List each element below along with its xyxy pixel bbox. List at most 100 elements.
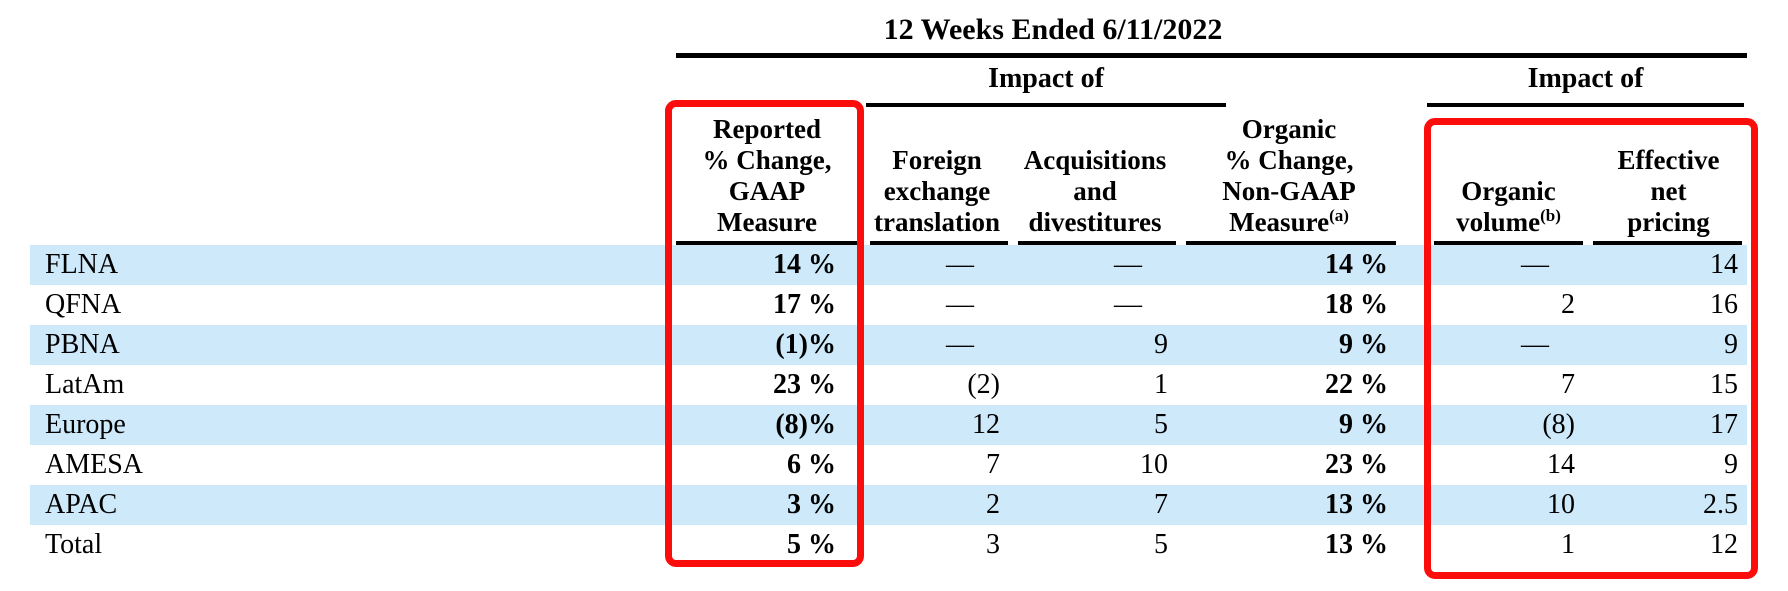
cell-gaap: 17 %	[773, 289, 836, 320]
header-line: Reported	[713, 114, 821, 144]
table-row-latam: LatAm 23 % (2) 1 22 % 7 15	[0, 365, 1788, 405]
cell-acq: 7	[1154, 489, 1168, 520]
table-row-flna: FLNA 14 % — — 14 % — 14	[0, 245, 1788, 285]
row-label: FLNA	[45, 249, 119, 280]
header-line: Measure	[717, 207, 817, 237]
header-line: Effective	[1617, 145, 1720, 175]
cell-volume: —	[1521, 249, 1549, 280]
cell-pricing: 9	[1724, 449, 1738, 480]
cell-volume: 7	[1561, 369, 1575, 400]
cell-organic: 22 %	[1325, 369, 1388, 400]
cell-organic: 9 %	[1339, 409, 1388, 440]
cell-fx: (2)	[967, 369, 1000, 400]
cell-acq: 5	[1154, 409, 1168, 440]
cell-volume: 10	[1547, 489, 1575, 520]
table-row-pbna: PBNA (1)% — 9 9 % — 9	[0, 325, 1788, 365]
table-row-europe: Europe (8)% 12 5 9 % (8) 17	[0, 405, 1788, 445]
group-header-impact-left: Impact of	[988, 63, 1104, 94]
cell-fx: —	[946, 249, 974, 280]
annotation-box-volume-pricing	[1424, 118, 1758, 579]
cell-acq: —	[1114, 249, 1142, 280]
cell-acq: 1	[1154, 369, 1168, 400]
cell-organic: 13 %	[1325, 489, 1388, 520]
cell-organic: 14 %	[1325, 249, 1388, 280]
cell-organic: 9 %	[1339, 329, 1388, 360]
cell-organic: 18 %	[1325, 289, 1388, 320]
cell-pricing: 9	[1724, 329, 1738, 360]
row-label: Total	[45, 529, 103, 560]
header-line: Acquisitions	[1023, 145, 1167, 175]
header-line: divestitures	[1028, 207, 1162, 237]
cell-volume: —	[1521, 329, 1549, 360]
header-line: % Change,	[702, 145, 832, 175]
cell-gaap: (8)%	[775, 409, 836, 440]
header-line: Non-GAAP	[1222, 176, 1356, 206]
cell-pricing: 17	[1710, 409, 1738, 440]
header-line: Foreign	[892, 145, 982, 175]
column-header-foreign-exchange: Foreign exchange translation	[866, 145, 1008, 238]
cell-fx: —	[946, 329, 974, 360]
header-underline	[1434, 241, 1583, 245]
cell-acq: 9	[1154, 329, 1168, 360]
footnote-ref-b: (b)	[1540, 206, 1561, 225]
cell-gaap: (1)%	[775, 329, 836, 360]
cell-volume: 2	[1561, 289, 1575, 320]
header-line: volume	[1456, 207, 1541, 237]
header-line: Measure	[1229, 207, 1330, 237]
row-label: AMESA	[45, 449, 144, 480]
header-underline	[676, 241, 858, 245]
header-line: GAAP	[728, 176, 806, 206]
header-underline	[1018, 241, 1176, 245]
cell-fx: 3	[986, 529, 1000, 560]
period-title-rule	[676, 53, 1747, 58]
table-row-total: Total 5 % 3 5 13 % 1 12	[0, 525, 1788, 565]
annotation-box-reported-gaap	[665, 100, 864, 567]
cell-pricing: 15	[1710, 369, 1738, 400]
cell-pricing: 14	[1710, 249, 1738, 280]
cell-pricing: 16	[1710, 289, 1738, 320]
group-header-left-rule	[866, 103, 1226, 107]
header-line: % Change,	[1224, 145, 1354, 175]
table-row-apac: APAC 3 % 2 7 13 % 10 2.5	[0, 485, 1788, 525]
header-line: exchange	[883, 176, 991, 206]
row-label: PBNA	[45, 329, 120, 360]
header-line: pricing	[1627, 207, 1710, 237]
cell-pricing: 2.5	[1703, 489, 1738, 520]
row-label: QFNA	[45, 289, 122, 320]
cell-gaap: 6 %	[787, 449, 836, 480]
cell-volume: 14	[1547, 449, 1575, 480]
cell-pricing: 12	[1710, 529, 1738, 560]
cell-organic: 13 %	[1325, 529, 1388, 560]
row-label: APAC	[45, 489, 118, 520]
cell-organic: 23 %	[1325, 449, 1388, 480]
table-row-qfna: QFNA 17 % — — 18 % 2 16	[0, 285, 1788, 325]
header-underline	[1186, 241, 1396, 245]
column-header-reported-gaap: Reported % Change, GAAP Measure	[676, 114, 858, 238]
cell-acq: 5	[1154, 529, 1168, 560]
column-header-organic-nongaap: Organic % Change, Non-GAAP Measure(a)	[1182, 114, 1396, 238]
header-line: Organic	[1241, 114, 1337, 144]
header-underline	[870, 241, 1008, 245]
cell-fx: —	[946, 289, 974, 320]
group-header-right-rule	[1427, 103, 1744, 107]
cell-fx: 7	[986, 449, 1000, 480]
cell-volume: (8)	[1542, 409, 1575, 440]
group-header-impact-right: Impact of	[1527, 63, 1644, 94]
footnote-ref-a: (a)	[1329, 206, 1349, 225]
header-underline	[1593, 241, 1742, 245]
cell-volume: 1	[1561, 529, 1575, 560]
row-label: Europe	[45, 409, 126, 440]
cell-acq: 10	[1140, 449, 1168, 480]
column-header-organic-volume: Organic volume(b)	[1434, 176, 1583, 238]
row-label: LatAm	[45, 369, 125, 400]
cell-gaap: 5 %	[787, 529, 836, 560]
cell-gaap: 23 %	[773, 369, 836, 400]
header-line: translation	[873, 207, 1000, 237]
cell-gaap: 14 %	[773, 249, 836, 280]
column-header-effective-net-pricing: Effective net pricing	[1595, 145, 1742, 238]
header-line: Organic	[1461, 176, 1556, 206]
cell-fx: 2	[986, 489, 1000, 520]
header-line: and	[1073, 176, 1117, 206]
period-title: 12 Weeks Ended 6/11/2022	[883, 13, 1223, 46]
